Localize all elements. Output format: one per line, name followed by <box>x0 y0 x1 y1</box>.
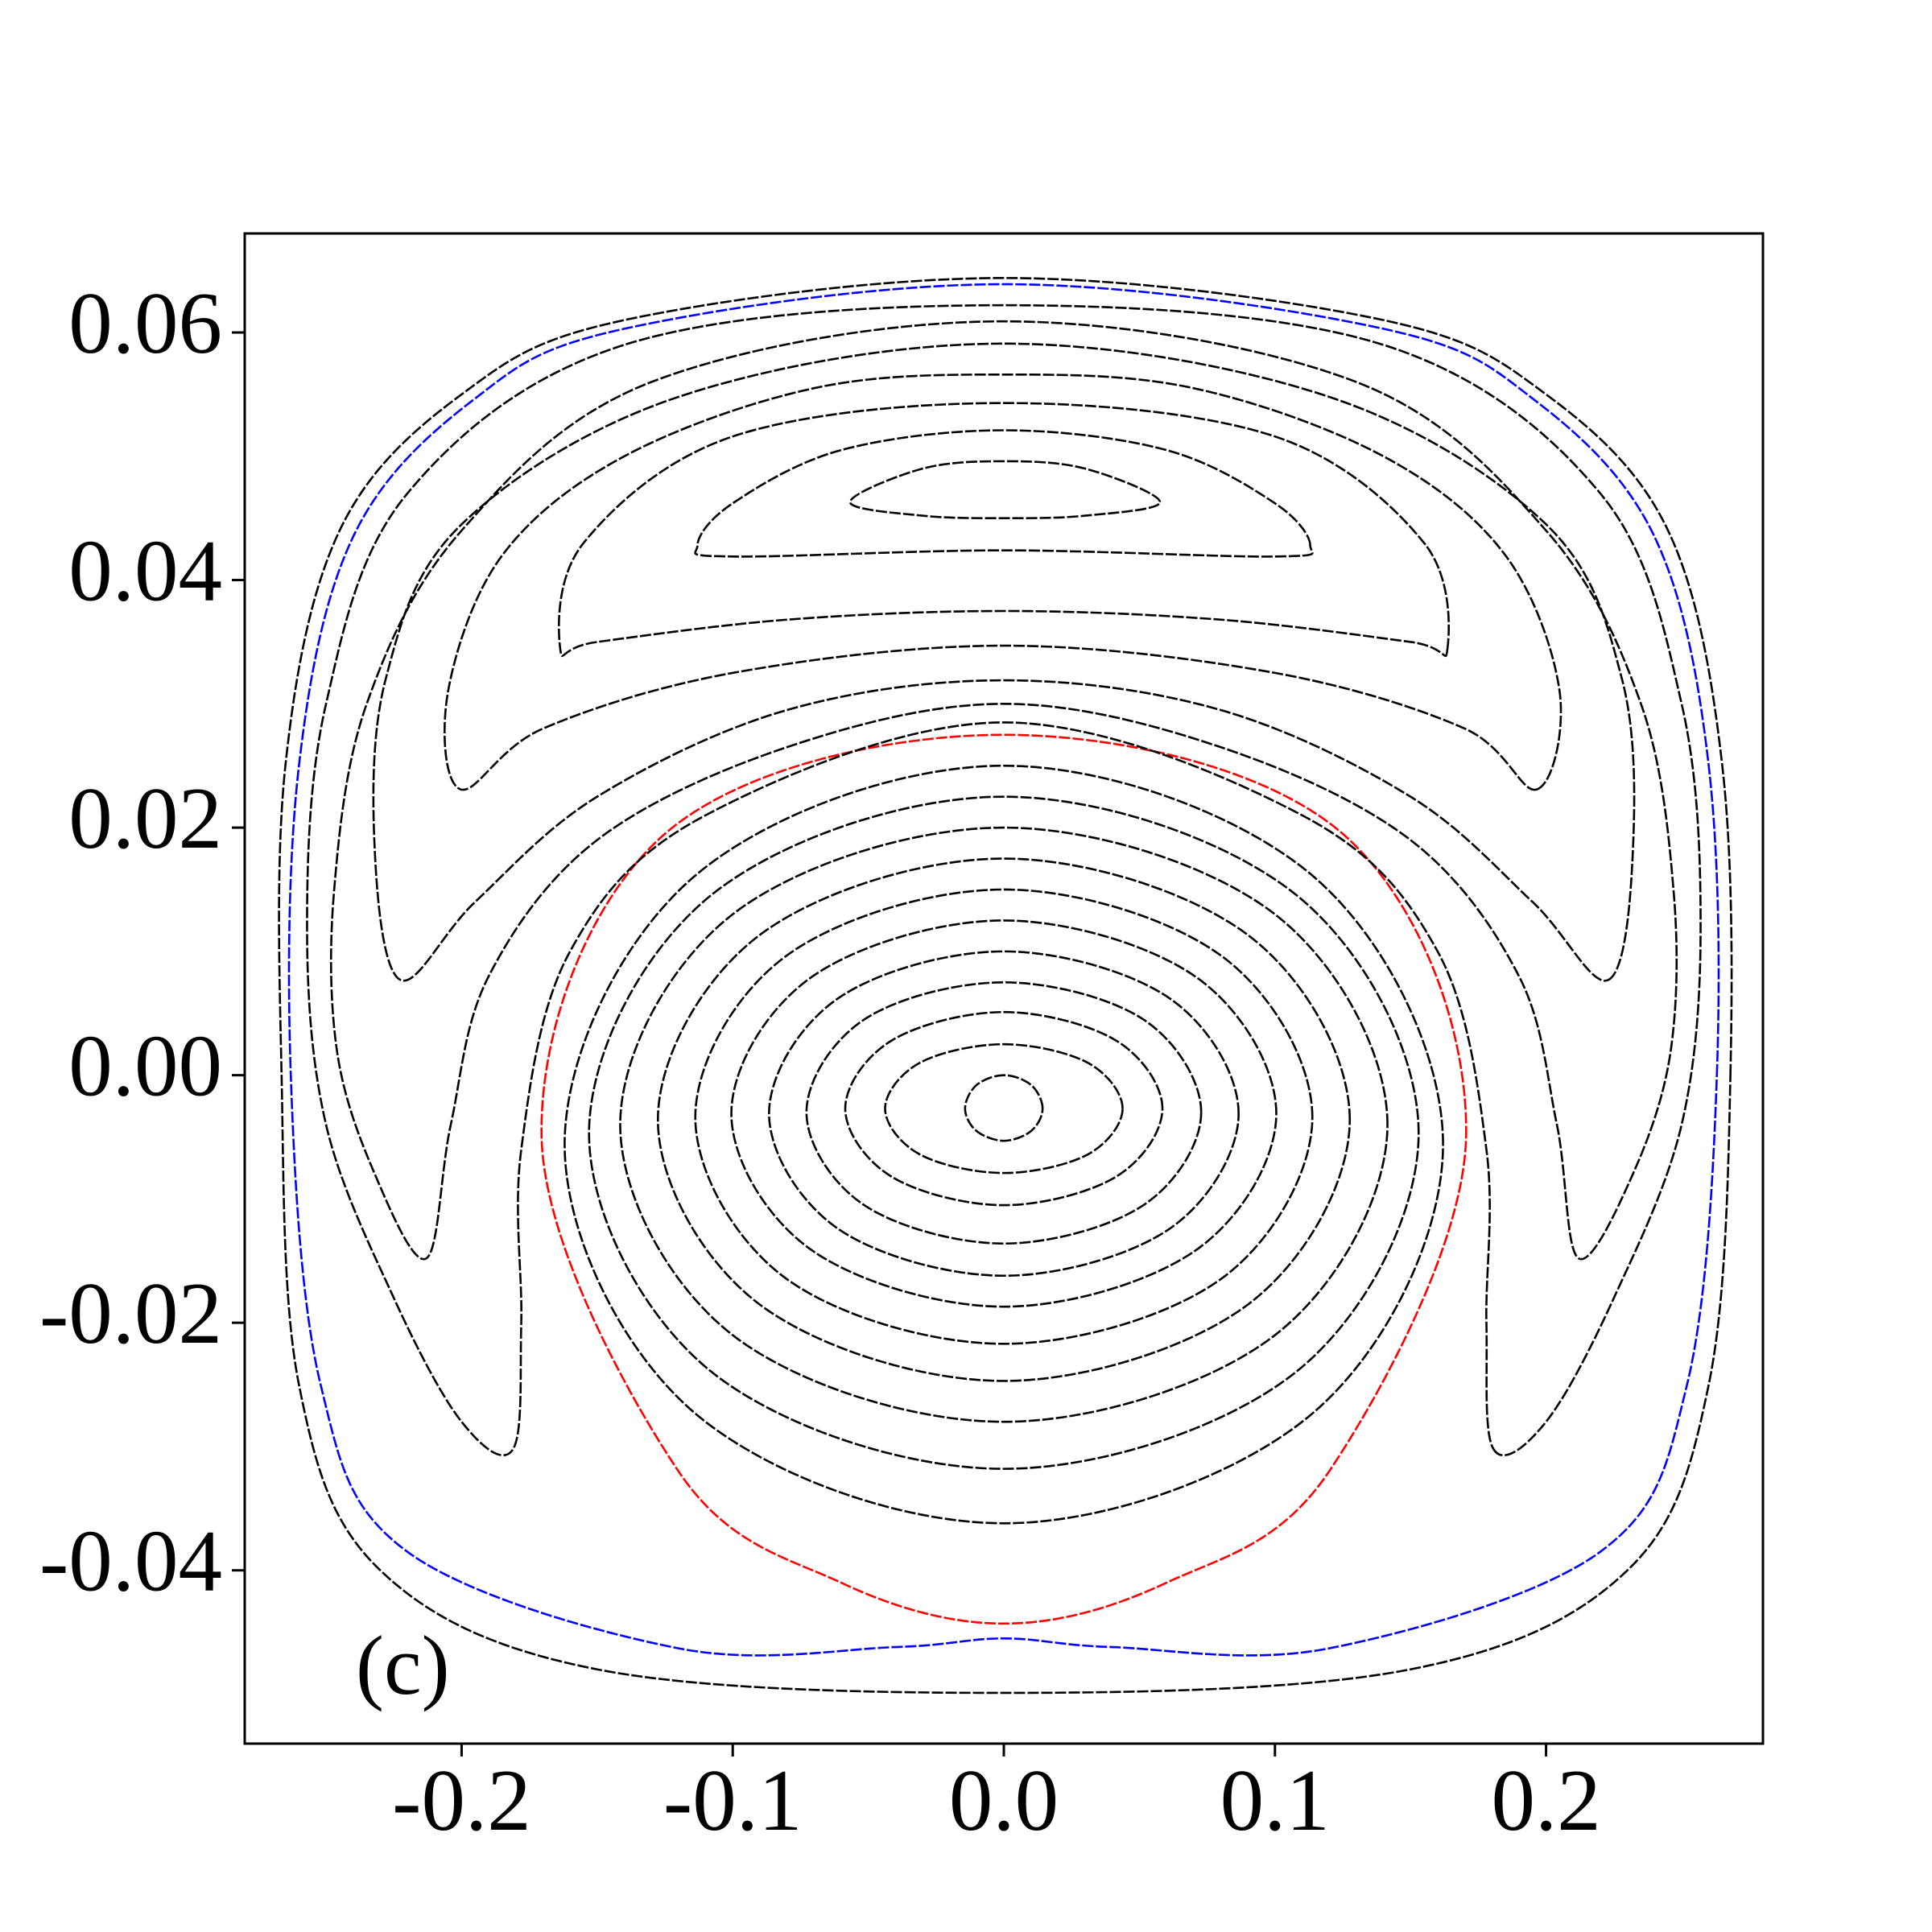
y-tick-label: 0.02 <box>68 770 222 867</box>
x-tick-label: 0.1 <box>1220 1752 1330 1849</box>
orbit <box>619 826 1389 1423</box>
orbit <box>844 1010 1164 1207</box>
orbit <box>730 919 1278 1308</box>
orbit <box>884 1042 1124 1174</box>
curves <box>278 277 1733 1695</box>
orbit <box>694 429 1314 558</box>
orbit <box>964 1074 1044 1142</box>
orbit <box>278 277 1733 1695</box>
y-tick-label: -0.02 <box>39 1265 222 1362</box>
panel-label: (c) <box>356 1618 450 1712</box>
orbit <box>306 303 1702 1457</box>
x-tick-label: -0.1 <box>663 1752 803 1849</box>
orbit <box>540 733 1468 1625</box>
orbit <box>287 283 1720 1657</box>
orbit <box>557 402 1451 658</box>
orbit <box>329 320 1678 1261</box>
x-tick-label: 0.0 <box>949 1752 1059 1849</box>
orbit <box>768 950 1240 1278</box>
orbit <box>848 460 1162 519</box>
orbit <box>588 795 1420 1470</box>
x-tick-label: 0.2 <box>1491 1752 1600 1849</box>
x-tick-label: -0.2 <box>392 1752 531 1849</box>
orbit <box>805 981 1203 1245</box>
orbit <box>656 857 1352 1382</box>
orbit <box>443 374 1563 791</box>
y-tick-label: -0.04 <box>39 1513 222 1610</box>
orbit <box>694 888 1314 1345</box>
y-tick-label: 0.04 <box>68 522 222 620</box>
y-tick-label: 0.00 <box>68 1018 222 1115</box>
orbit <box>564 764 1444 1525</box>
y-tick-label: 0.06 <box>68 275 222 372</box>
